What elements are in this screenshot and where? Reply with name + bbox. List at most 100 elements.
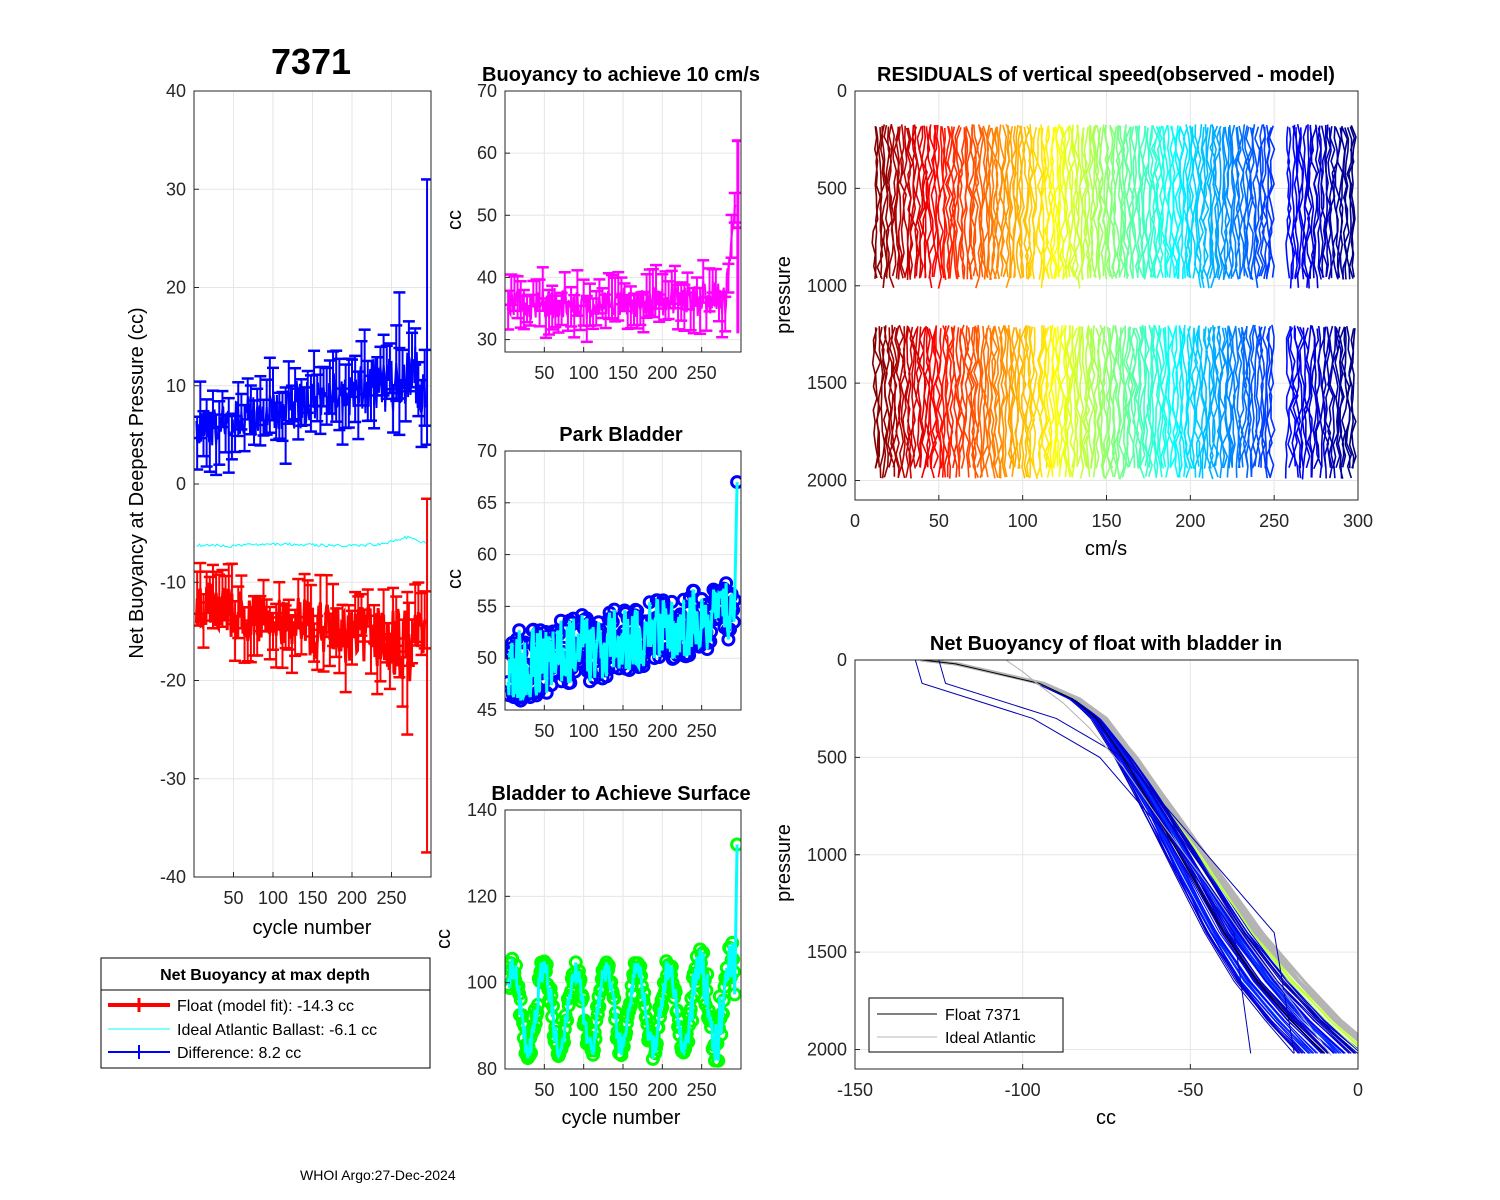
- residuals-residual-profile: [1185, 125, 1193, 278]
- residuals-residual-profile: [1268, 324, 1276, 477]
- panel-net-buoyancy: 7371 Net Buoyancy at Deepest Pressure (c…: [126, 41, 432, 939]
- residuals-residual-profile: [1148, 125, 1156, 278]
- net-buoyancy-bladder-series-line: [1005, 660, 1332, 1056]
- residuals-residual-profile: [1289, 326, 1297, 467]
- residuals-residual-profile: [876, 326, 884, 468]
- residuals-residual-profile: [1195, 124, 1203, 288]
- residuals-residual-profile: [1085, 126, 1092, 279]
- net-buoyancy-bladder-profile: [923, 660, 1319, 1054]
- residuals-residual-profile: [1228, 328, 1235, 469]
- residuals-residual-profile: [1350, 328, 1357, 469]
- park-bladder-ytick-label: 60: [477, 545, 497, 565]
- residuals-residual-profile: [1052, 126, 1060, 279]
- park-bladder-xtick-label: 250: [687, 721, 717, 741]
- residuals-residual-profile: [1240, 326, 1248, 468]
- residuals-residual-profile: [1327, 127, 1333, 280]
- residuals-residual-profile: [944, 325, 951, 478]
- residuals-residual-profile: [1056, 123, 1065, 277]
- buoyancy-10cms-xtick-label: 100: [569, 363, 599, 383]
- residuals-residual-profile: [1249, 127, 1257, 280]
- residuals-residual-profile: [997, 326, 1003, 479]
- buoyancy-10cms-xtick-label: 50: [534, 363, 554, 383]
- buoyancy-10cms-ytick-label: 40: [477, 267, 497, 287]
- residuals-residual-profile: [1017, 125, 1024, 278]
- residuals-residual-profile: [1082, 328, 1091, 469]
- net-buoyancy-series-line: [195, 346, 427, 446]
- residuals-residual-profile: [1132, 125, 1140, 278]
- buoyancy-10cms-marks: [505, 139, 741, 344]
- net-buoyancy-ytick-label: -20: [160, 671, 186, 691]
- residuals-residual-profile: [951, 126, 959, 279]
- residuals-residual-profile: [1247, 127, 1254, 281]
- residuals-residual-profile: [1251, 124, 1260, 289]
- bladder-surface-series-0: [505, 837, 741, 1068]
- residuals-residual-profile: [1350, 125, 1357, 278]
- net-buoyancy-bladder-outlier-profile: [914, 660, 1252, 1054]
- residuals-residual-profile: [1066, 325, 1074, 478]
- residuals-residual-profile: [1200, 124, 1208, 288]
- residuals-residual-profile: [1301, 327, 1309, 480]
- residuals-residual-profile: [1296, 124, 1304, 288]
- footer-credit: WHOI Argo:27-Dec-2024: [300, 1167, 456, 1183]
- residuals-residual-profile: [892, 327, 900, 469]
- residuals-residual-profile: [965, 327, 973, 468]
- net-buoyancy-ytick-label: 40: [166, 81, 186, 101]
- residuals-residual-profile: [1322, 124, 1329, 277]
- residuals-residual-profile: [1057, 324, 1065, 477]
- residuals-residual-profile: [979, 127, 987, 280]
- residuals-residual-profile: [1198, 325, 1206, 478]
- residuals-residual-profile: [1125, 126, 1132, 279]
- residuals-residual-profile: [883, 325, 891, 478]
- residuals-residual-profile: [916, 326, 924, 467]
- park-bladder-xtick-label: 150: [608, 721, 638, 741]
- residuals-residual-profile: [1256, 124, 1264, 277]
- residuals-residual-profile: [1322, 326, 1330, 467]
- residuals-residual-profile: [1242, 326, 1250, 468]
- residuals-residual-profile: [1080, 128, 1088, 280]
- residuals-residual-profile: [1017, 328, 1025, 469]
- legend-title: Net Buoyancy at max depth: [160, 967, 370, 984]
- residuals-residual-profile: [1068, 124, 1076, 277]
- legend-label-ideal-atlantic: Ideal Atlantic: [945, 1030, 1036, 1047]
- residuals-residual-profile: [1005, 123, 1012, 289]
- park-bladder-series-0: [505, 475, 741, 708]
- net-buoyancy-bladder-ytick-label: 1000: [807, 845, 847, 865]
- net-buoyancy-bladder-profile: [922, 660, 1304, 1054]
- net-buoyancy-xtick-label: 100: [258, 888, 288, 908]
- residuals-residual-profile: [907, 326, 914, 479]
- ylabel-net-buoyancy-bladder: pressure: [773, 824, 795, 902]
- bladder-surface-ytick-label: 140: [467, 800, 497, 820]
- residuals-residual-profile: [874, 327, 882, 468]
- buoyancy-10cms-ytick-label: 60: [477, 143, 497, 163]
- residuals-residual-profile: [1078, 326, 1085, 479]
- residuals-residual-profile: [1324, 327, 1332, 469]
- residuals-residual-profile: [1101, 326, 1109, 479]
- residuals-residual-profile: [1146, 324, 1154, 478]
- net-buoyancy-ytick-label: 30: [166, 179, 186, 199]
- residuals-residual-profile: [1117, 327, 1126, 480]
- legend-label-float: Float (model fit): -14.3 cc: [177, 998, 354, 1015]
- residuals-residual-profile: [888, 324, 896, 477]
- residuals-residual-profile: [1289, 124, 1296, 289]
- residuals-residual-profile: [1254, 126, 1261, 279]
- xlabel-residuals: cm/s: [1085, 538, 1127, 560]
- residuals-residual-profile: [968, 127, 975, 280]
- residuals-residual-profile: [1261, 326, 1269, 479]
- net-buoyancy-xtick-label: 250: [376, 888, 406, 908]
- buoyancy-10cms-ytick-label: 30: [477, 330, 497, 350]
- residuals-residual-profile: [1305, 124, 1313, 289]
- residuals-residual-profile: [975, 327, 982, 468]
- net-buoyancy-ytick-label: -40: [160, 867, 186, 887]
- xlabel-net-buoyancy: cycle number: [253, 917, 372, 939]
- residuals-residual-profile: [1153, 325, 1161, 479]
- residuals-residual-profile: [1155, 325, 1163, 478]
- title-bladder-surface: Bladder to Achieve Surface: [491, 783, 750, 805]
- title-park-bladder: Park Bladder: [559, 424, 683, 446]
- residuals-residual-profile: [1092, 325, 1100, 478]
- residuals-residual-profile: [1254, 326, 1262, 467]
- residuals-residual-profile: [1150, 324, 1158, 477]
- xlabel-net-buoyancy-bladder: cc: [1096, 1107, 1116, 1129]
- residuals-residual-profile: [1162, 125, 1170, 278]
- residuals-residual-profile: [1264, 327, 1271, 469]
- bladder-surface-ytick-label: 80: [477, 1059, 497, 1079]
